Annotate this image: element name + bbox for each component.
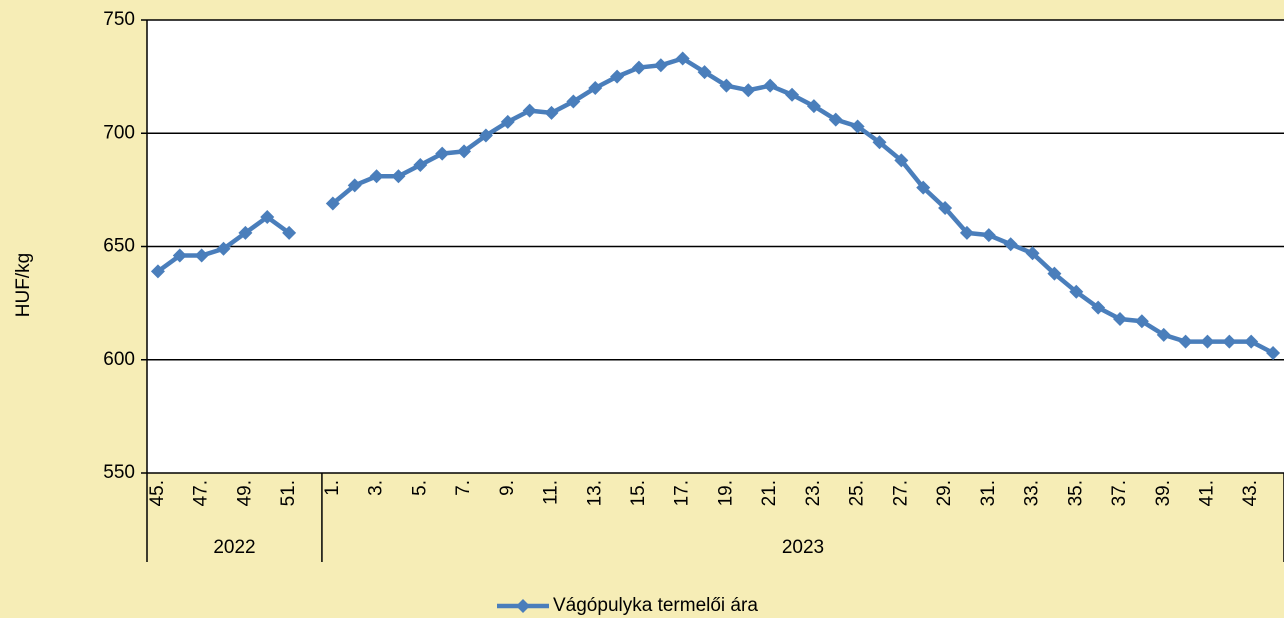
y-axis-title: HUF/kg: [13, 253, 34, 317]
marker: [1047, 266, 1062, 281]
x-tick-label: 23.: [803, 480, 824, 506]
group-label: 2023: [782, 537, 824, 558]
y-tick-label: 750: [103, 9, 135, 30]
x-tick-label: 11.: [541, 480, 562, 505]
legend-marker: [516, 599, 530, 613]
x-tick-label: 15.: [628, 480, 649, 506]
marker: [959, 225, 974, 240]
marker: [1200, 334, 1215, 349]
marker: [1244, 334, 1259, 349]
marker: [413, 157, 428, 172]
y-tick-label: 700: [103, 122, 135, 143]
marker: [653, 58, 668, 73]
x-tick-label: 35.: [1065, 480, 1086, 506]
marker: [828, 112, 843, 127]
marker: [872, 135, 887, 150]
marker: [1025, 246, 1040, 261]
x-tick-label: 9.: [497, 480, 518, 496]
marker: [435, 146, 450, 161]
x-tick-label: 31.: [978, 480, 999, 506]
x-tick-label: 29.: [934, 480, 955, 506]
x-tick-label: 27.: [890, 480, 911, 506]
marker: [741, 83, 756, 98]
x-tick-label: 19.: [715, 480, 736, 506]
marker: [1134, 314, 1149, 329]
x-tick-label: 1.: [322, 480, 343, 496]
x-tick-label: 37.: [1109, 480, 1130, 506]
x-tick-label: 13.: [584, 480, 605, 506]
x-tick-label: 33.: [1022, 480, 1043, 506]
marker: [150, 264, 165, 279]
marker: [347, 178, 362, 193]
marker: [1091, 300, 1106, 315]
marker: [522, 103, 537, 118]
marker: [500, 114, 515, 129]
marker: [260, 210, 275, 225]
marker: [1178, 334, 1193, 349]
marker: [631, 60, 646, 75]
marker: [391, 169, 406, 184]
marker: [675, 51, 690, 66]
marker: [172, 248, 187, 263]
x-tick-label: 45.: [147, 480, 168, 506]
marker: [850, 119, 865, 134]
marker: [894, 153, 909, 168]
legend-label: Vágópulyka termelői ára: [553, 595, 758, 616]
marker: [806, 99, 821, 114]
x-tick-label: 51.: [278, 480, 299, 506]
marker: [457, 144, 472, 159]
marker: [1156, 327, 1171, 342]
marker: [282, 225, 297, 240]
x-tick-label: 7.: [453, 480, 474, 496]
marker: [238, 225, 253, 240]
marker: [1222, 334, 1237, 349]
x-tick-label: 41.: [1196, 480, 1217, 506]
y-tick-label: 550: [103, 462, 135, 483]
x-tick-label: 21.: [759, 480, 780, 506]
marker: [544, 105, 559, 120]
x-tick-label: 5.: [409, 480, 430, 496]
x-tick-label: 3.: [366, 480, 387, 496]
marker: [1113, 311, 1128, 326]
marker: [697, 65, 712, 80]
marker: [216, 241, 231, 256]
marker: [194, 248, 209, 263]
marker: [1003, 237, 1018, 252]
marker: [1266, 345, 1281, 360]
x-tick-label: 17.: [672, 480, 693, 506]
x-tick-label: 39.: [1153, 480, 1174, 506]
marker: [610, 69, 625, 84]
x-tick-label: 25.: [847, 480, 868, 506]
group-label: 2022: [213, 537, 255, 558]
x-tick-label: 43.: [1240, 480, 1261, 506]
marker: [588, 80, 603, 95]
marker: [719, 78, 734, 93]
y-tick-label: 650: [103, 236, 135, 257]
marker: [369, 169, 384, 184]
marker: [938, 200, 953, 215]
marker: [981, 228, 996, 243]
marker: [785, 87, 800, 102]
marker: [478, 128, 493, 143]
marker: [916, 180, 931, 195]
y-tick-label: 600: [103, 349, 135, 370]
x-tick-label: 49.: [234, 480, 255, 506]
x-tick-label: 47.: [191, 480, 212, 506]
marker: [763, 78, 778, 93]
marker: [566, 94, 581, 109]
marker: [325, 196, 340, 211]
marker: [1069, 284, 1084, 299]
